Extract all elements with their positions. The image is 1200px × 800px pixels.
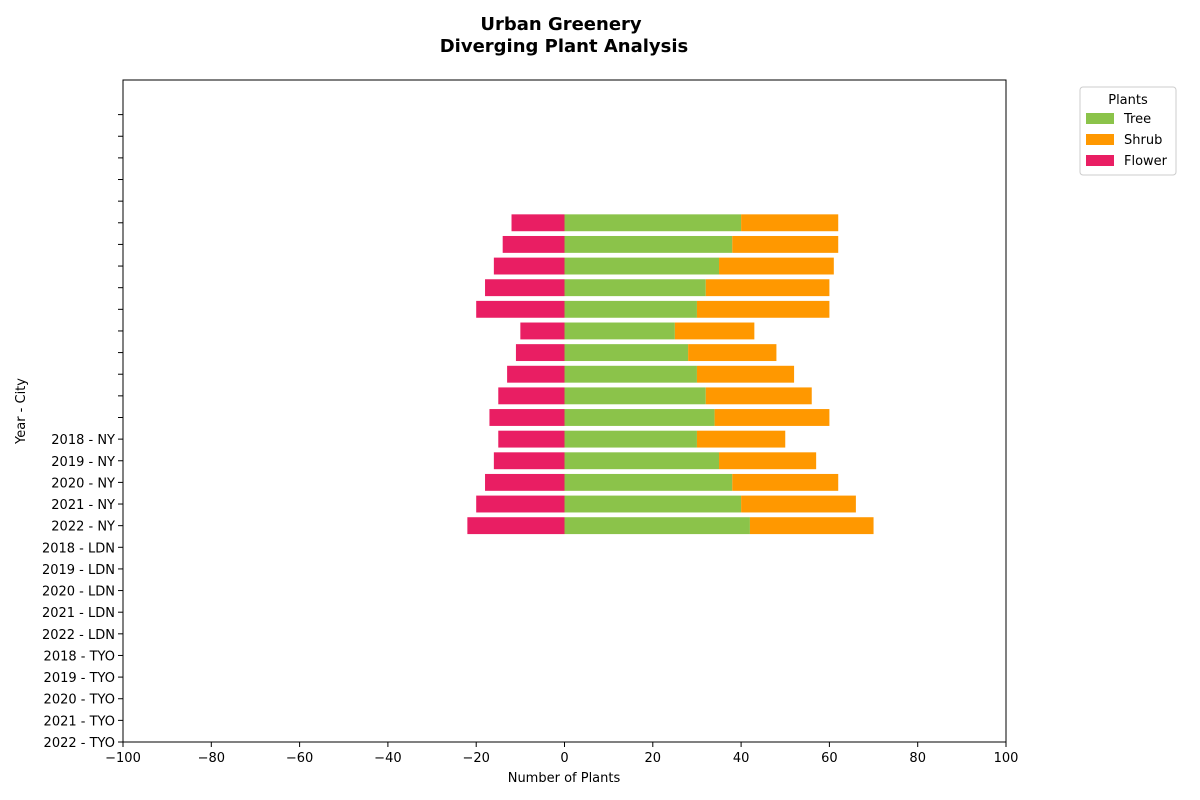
bar-tree <box>564 430 697 448</box>
bar-flower <box>476 495 565 513</box>
bar-tree <box>564 257 720 275</box>
y-tick-label: 2021 - NY <box>51 498 115 513</box>
legend-swatch-shrub <box>1086 134 1114 145</box>
bar-shrub <box>696 430 786 448</box>
y-tick-label: 2021 - TYO <box>44 714 115 729</box>
x-tick-label: −40 <box>374 751 401 766</box>
bar-shrub <box>688 344 777 362</box>
bar-tree <box>564 409 715 426</box>
x-tick-label: −60 <box>286 751 313 766</box>
bar-shrub <box>674 322 755 340</box>
bar-flower <box>493 452 565 470</box>
y-tick-label: 2022 - LDN <box>42 628 115 643</box>
bar-flower <box>507 365 565 383</box>
x-tick-label: 20 <box>645 751 662 766</box>
y-tick-label: 2018 - LDN <box>42 541 115 556</box>
y-tick-label: 2019 - TYO <box>44 671 115 686</box>
x-tick-label: −20 <box>462 751 489 766</box>
x-tick-label: 0 <box>560 751 568 766</box>
y-tick-label: 2022 - TYO <box>44 736 115 751</box>
bar-flower <box>498 387 565 405</box>
bar-tree <box>564 365 697 383</box>
bar-tree <box>564 279 706 297</box>
bar-flower <box>489 409 565 426</box>
legend-box <box>1079 86 1177 176</box>
bar-tree <box>564 473 733 491</box>
y-tick-label: 2020 - LDN <box>42 585 115 600</box>
bar-tree <box>564 517 750 535</box>
y-tick-label: 2018 - TYO <box>44 649 115 664</box>
bar-shrub <box>741 214 839 232</box>
bar-tree <box>564 452 720 470</box>
legend-label-shrub: Shrub <box>1124 133 1162 148</box>
x-tick-label: 100 <box>994 751 1019 766</box>
bar-shrub <box>719 452 817 470</box>
bar-shrub <box>732 235 839 253</box>
bar-tree <box>564 495 742 513</box>
bar-flower <box>502 235 565 253</box>
legend-label-flower: Flower <box>1124 154 1168 169</box>
x-tick-label: 40 <box>733 751 750 766</box>
y-tick-label: 2021 - LDN <box>42 606 115 621</box>
y-tick-label: 2018 - NY <box>51 433 115 448</box>
bar-shrub <box>705 279 830 297</box>
bar-tree <box>564 214 742 232</box>
bar-tree <box>564 387 706 405</box>
legend-title: Plants <box>1108 93 1148 108</box>
bar-shrub <box>696 365 795 383</box>
bar-shrub <box>696 300 830 318</box>
legend-swatch-flower <box>1086 155 1114 166</box>
bar-tree <box>564 322 675 340</box>
y-tick-label: 2020 - NY <box>51 476 115 491</box>
bar-flower <box>485 279 565 297</box>
bar-flower <box>520 322 565 340</box>
bar-tree <box>564 235 733 253</box>
x-tick-label: −100 <box>105 751 141 766</box>
bar-flower <box>485 473 565 491</box>
y-tick-label: 2019 - LDN <box>42 563 115 578</box>
bar-flower <box>467 517 565 535</box>
bar-tree <box>564 300 697 318</box>
x-axis: −100 −80 −60 −40 −20 0 20 40 60 80 100 <box>105 742 1018 766</box>
bar-shrub <box>705 387 812 405</box>
y-tick-label: 2022 - NY <box>51 520 115 535</box>
chart-title-line-2: Diverging Plant Analysis <box>440 36 689 57</box>
legend-label-tree: Tree <box>1123 112 1151 127</box>
bar-flower <box>476 300 565 318</box>
bar-flower <box>493 257 565 275</box>
bar-flower <box>515 344 565 362</box>
chart-title-line-1: Urban Greenery <box>480 14 642 35</box>
bars-group <box>467 214 874 535</box>
y-tick-label: 2019 - NY <box>51 455 115 470</box>
x-tick-label: 60 <box>821 751 838 766</box>
legend-swatch-tree <box>1086 113 1114 124</box>
bar-flower <box>511 214 565 232</box>
y-axis-label: Year - City <box>14 378 29 445</box>
x-tick-label: −80 <box>198 751 225 766</box>
bar-shrub <box>719 257 834 275</box>
y-tick-label: 2020 - TYO <box>44 693 115 708</box>
bar-shrub <box>732 473 839 491</box>
legend: Plants Tree Shrub Flower <box>1079 86 1177 176</box>
x-tick-label: 80 <box>909 751 926 766</box>
y-axis: 2022 - TYO 2021 - TYO 2020 - TYO 2019 - TYO… <box>42 114 123 751</box>
bar-flower <box>498 430 565 448</box>
bar-shrub <box>741 495 856 513</box>
x-axis-label: Number of Plants <box>508 771 621 786</box>
bar-shrub <box>749 517 874 535</box>
bar-tree <box>564 344 689 362</box>
bar-shrub <box>714 409 830 426</box>
